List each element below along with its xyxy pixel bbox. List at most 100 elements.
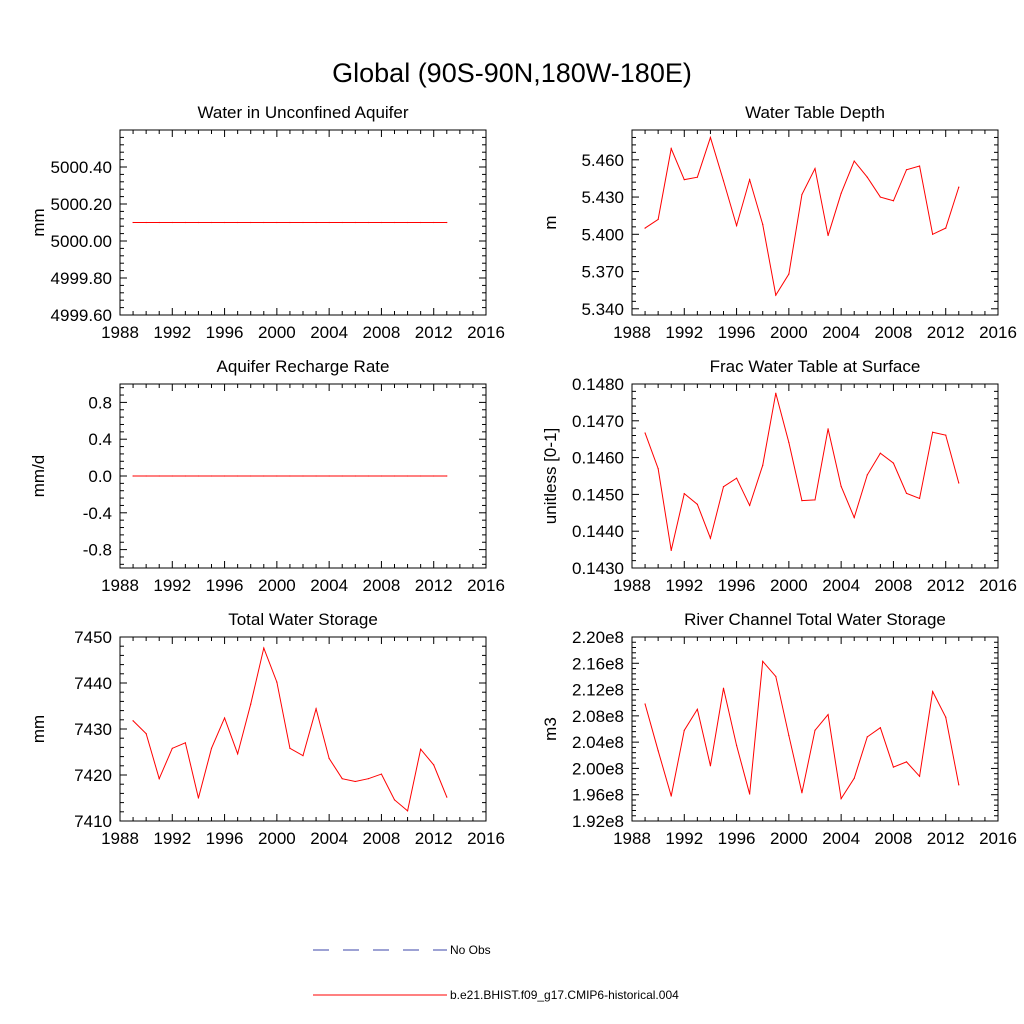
data-point (853, 516, 855, 519)
data-point (866, 736, 868, 738)
data-point (958, 186, 960, 188)
x-tick-label: 2008 (363, 323, 401, 342)
y-tick-label: 1.92e8 (572, 812, 624, 831)
data-point (250, 221, 252, 224)
data-point (932, 233, 934, 235)
y-axis-label: mm (29, 715, 48, 743)
data-point (788, 734, 790, 737)
data-point (263, 647, 265, 649)
data-point (722, 486, 725, 488)
data-point (341, 778, 343, 780)
data-point (276, 681, 278, 683)
data-point (670, 795, 672, 797)
x-tick-label: 1996 (718, 829, 756, 848)
x-tick-label: 2016 (979, 576, 1017, 595)
data-point (722, 180, 725, 182)
y-tick-label: 0.0 (88, 467, 112, 486)
panels-group: Water in Unconfined Aquifer mm 1988 1992 199… (29, 103, 1017, 848)
data-point (945, 227, 947, 229)
y-axis-label: mm (29, 208, 48, 236)
data-point (866, 474, 868, 476)
plot-frame (119, 636, 487, 822)
x-tick-label: 1988 (101, 829, 139, 848)
y-tick-label: 1.96e8 (572, 786, 624, 805)
data-point (132, 475, 134, 477)
x-tick-label: 2016 (979, 323, 1017, 342)
legend: No Obs b.e21.BHIST.f09_g17.CMIP6-histori… (313, 943, 679, 1002)
data-point (354, 780, 356, 783)
data-point (958, 784, 960, 786)
data-point (644, 703, 646, 705)
data-point (762, 660, 764, 662)
y-axis-label: m3 (541, 717, 560, 741)
series-line (644, 135, 960, 297)
x-tick-label: 2004 (310, 576, 348, 595)
data-point (328, 221, 330, 224)
x-tick-label: 2000 (258, 829, 296, 848)
chart-title: Frac Water Table at Surface (710, 357, 921, 376)
data-point (918, 165, 921, 167)
y-tick-label: 7450 (74, 628, 112, 647)
data-point (171, 475, 173, 477)
data-point (171, 221, 173, 224)
x-tick-label: 2004 (822, 829, 860, 848)
legend-label-model: b.e21.BHIST.f09_g17.CMIP6-historical.004 (450, 988, 679, 1002)
x-tick-label: 2008 (875, 323, 913, 342)
data-point (367, 221, 369, 224)
data-point (328, 757, 330, 760)
data-point (853, 777, 855, 779)
data-point (905, 761, 908, 763)
data-point (853, 160, 855, 162)
x-tick-label: 2004 (310, 829, 348, 848)
data-point (840, 485, 842, 487)
data-point (341, 221, 343, 224)
data-point (302, 755, 304, 757)
x-tick-label: 2004 (822, 576, 860, 595)
data-point (788, 441, 790, 444)
data-point (879, 452, 881, 454)
data-point (223, 221, 226, 224)
data-point (932, 431, 934, 433)
x-tick-label: 1996 (206, 576, 244, 595)
data-point (263, 475, 265, 477)
data-point (367, 475, 369, 477)
data-point (420, 748, 422, 750)
data-point (683, 729, 685, 731)
x-tick-label: 1992 (153, 576, 191, 595)
data-point (840, 798, 842, 800)
series-line (644, 393, 960, 551)
data-point (380, 773, 383, 775)
data-point (749, 793, 751, 795)
x-tick-label: 2000 (770, 323, 808, 342)
data-point (393, 475, 396, 477)
data-point (735, 744, 738, 747)
data-point (840, 192, 842, 194)
data-point (892, 766, 895, 768)
data-point (657, 468, 659, 470)
data-point (158, 778, 160, 780)
data-point (446, 221, 448, 224)
x-tick-label: 1996 (206, 323, 244, 342)
data-point (657, 750, 659, 752)
data-point (210, 747, 213, 749)
data-point (393, 221, 396, 224)
x-tick-label: 1992 (153, 829, 191, 848)
y-tick-label: -0.8 (83, 541, 112, 560)
x-tick-label: 2008 (363, 829, 401, 848)
data-point (237, 475, 239, 477)
x-tick-label: 2012 (415, 829, 453, 848)
x-tick-label: 1988 (613, 323, 651, 342)
data-point (801, 792, 803, 794)
plot-frame (631, 636, 999, 822)
data-point (158, 221, 160, 224)
plot-frame (631, 383, 999, 569)
y-tick-label: 5.430 (581, 188, 624, 207)
data-point (132, 221, 134, 224)
data-point (879, 196, 881, 198)
data-point (145, 221, 147, 224)
data-point (709, 765, 712, 767)
data-point (749, 504, 751, 507)
data-point (406, 810, 409, 812)
data-point (762, 223, 764, 225)
